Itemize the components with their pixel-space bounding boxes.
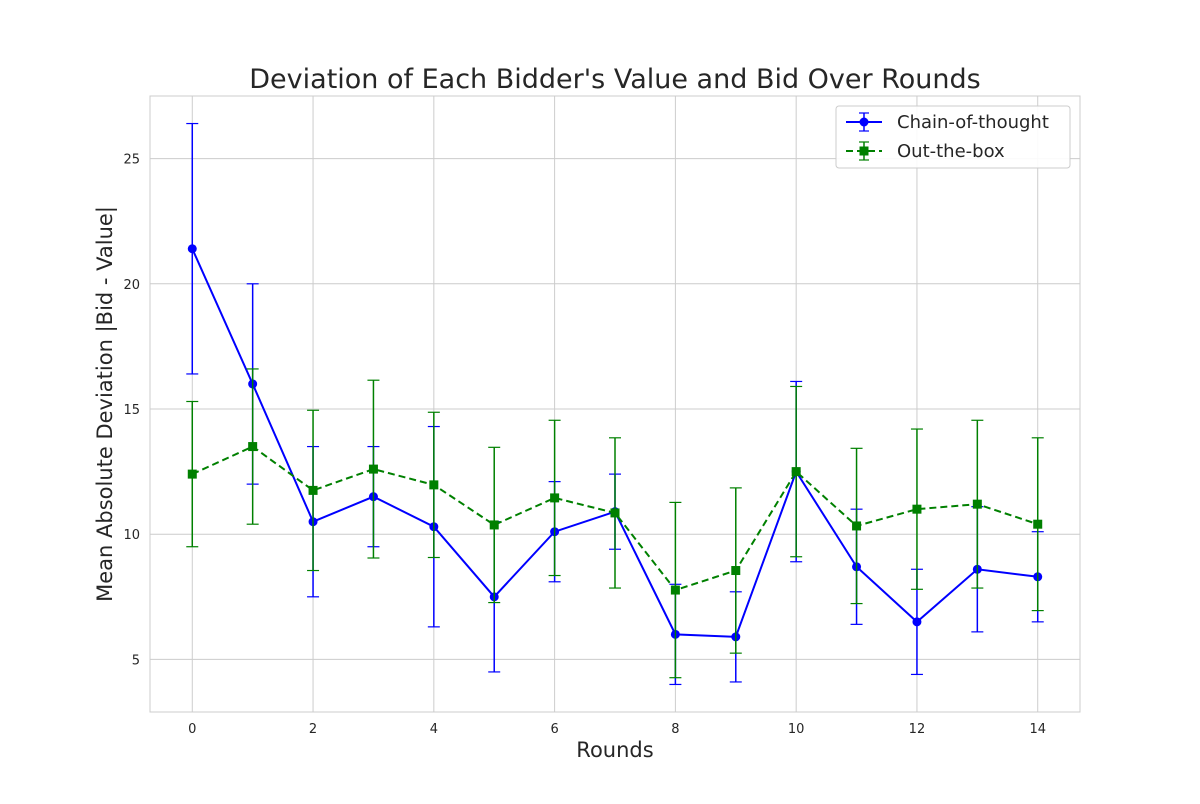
data-point <box>308 485 318 495</box>
x-tick-label: 12 <box>909 722 926 737</box>
data-point <box>489 520 499 530</box>
legend-box <box>835 105 1071 169</box>
chart-title: Deviation of Each Bidder's Value and Bid… <box>249 64 980 95</box>
data-point <box>670 585 680 595</box>
series-2 <box>186 368 1044 679</box>
y-axis-label: Mean Absolute Deviation |Bid - Value| <box>93 206 118 602</box>
data-point <box>610 508 620 518</box>
x-tick-label: 0 <box>188 722 196 737</box>
data-point <box>731 566 741 576</box>
data-point <box>972 499 982 509</box>
x-axis-label: Rounds <box>576 738 653 762</box>
x-tick-label: 8 <box>671 722 679 737</box>
legend-label: Chain-of-thought <box>897 112 1049 133</box>
data-point <box>429 480 439 490</box>
plot-background <box>149 95 1081 713</box>
y-tick-label: 10 <box>123 528 140 543</box>
x-tick-label: 10 <box>788 722 805 737</box>
data-point <box>550 493 560 503</box>
data-point <box>912 617 922 627</box>
x-tick-label: 2 <box>309 722 317 737</box>
legend-label: Out-the-box <box>897 141 1005 162</box>
y-tick-label: 5 <box>132 653 140 668</box>
data-point <box>852 521 862 531</box>
x-tick-label: 6 <box>550 722 558 737</box>
legend: Chain-of-thought Out-the-box <box>835 105 1071 169</box>
y-tick-label: 20 <box>123 278 140 293</box>
data-point <box>187 244 197 254</box>
y-tick-label: 25 <box>123 153 140 168</box>
data-point <box>368 464 378 474</box>
data-point <box>187 469 197 479</box>
x-tick-label: 4 <box>430 722 438 737</box>
legend-marker <box>859 117 869 127</box>
tick-layer: 0 2 4 6 8 10 12 14 5 10 15 20 25 <box>123 153 1046 737</box>
data-point <box>1033 519 1043 529</box>
legend-marker <box>859 146 869 156</box>
y-tick-label: 15 <box>123 403 140 418</box>
data-point <box>791 467 801 477</box>
data-point <box>248 442 258 452</box>
series-layer <box>186 122 1044 686</box>
x-tick-label: 14 <box>1029 722 1046 737</box>
data-point <box>912 504 922 514</box>
